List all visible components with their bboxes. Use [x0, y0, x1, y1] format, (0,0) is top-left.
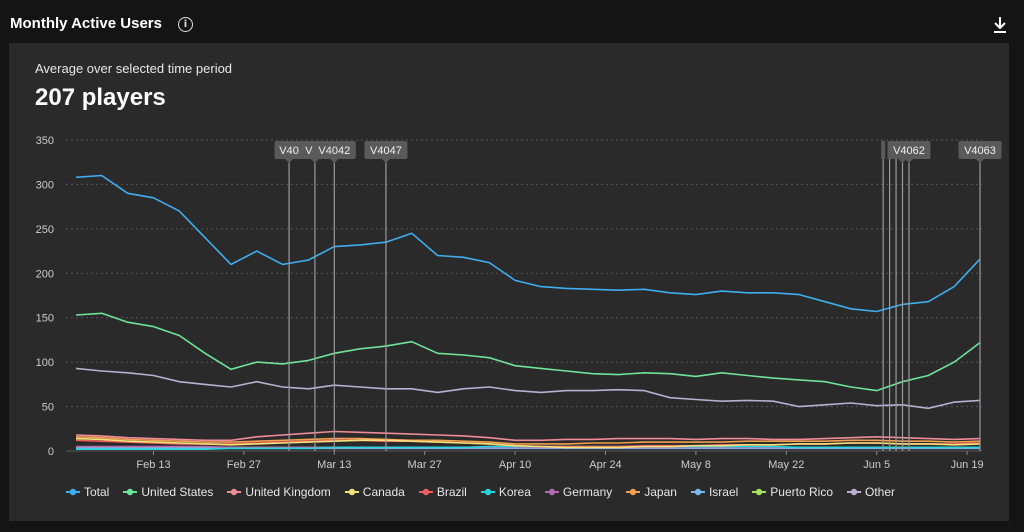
series-line-united-states[interactable] [75, 312, 981, 392]
x-tick-label: Feb 27 [227, 459, 261, 471]
legend-item-brazil[interactable]: Brazil [418, 485, 467, 499]
download-icon[interactable] [992, 16, 1008, 34]
y-tick-label: 150 [36, 313, 54, 325]
legend-label: Canada [362, 485, 405, 499]
legend-swatch [480, 488, 495, 496]
legend-label: Germany [562, 485, 613, 499]
legend-label: Total [84, 485, 110, 499]
legend-swatch [227, 488, 242, 496]
header: Monthly Active Users i [0, 0, 1024, 42]
annotation-tag[interactable] [364, 141, 408, 159]
info-icon[interactable]: i [178, 17, 193, 32]
y-tick-label: 300 [36, 179, 54, 191]
legend-item-puerto-rico[interactable]: Puerto Rico [752, 485, 833, 499]
annotation-label: V40 [279, 145, 299, 157]
y-tick-label: 200 [36, 268, 54, 280]
x-tick-label: Mar 27 [408, 459, 442, 471]
legend-label: Israel [708, 485, 739, 499]
legend-item-total[interactable]: Total [66, 485, 109, 499]
legend-item-korea[interactable]: Korea [480, 485, 531, 499]
legend-swatch [752, 488, 767, 496]
legend-label: United States [141, 485, 214, 499]
annotation-tag[interactable] [887, 141, 931, 159]
legend-label: Japan [644, 485, 677, 499]
legend-label: Korea [498, 485, 531, 499]
legend-item-united-states[interactable]: United States [123, 485, 213, 499]
x-tick-label: May 8 [681, 459, 711, 471]
summary-subtitle: Average over selected time period [35, 61, 233, 76]
x-tick-label: Jun 5 [863, 459, 890, 471]
annotation-tag[interactable] [312, 141, 356, 159]
legend-swatch [847, 488, 861, 496]
y-tick-label: 100 [36, 357, 54, 369]
legend-swatch [690, 488, 705, 496]
annotation-pointer [285, 159, 294, 163]
annotation-tag[interactable] [274, 141, 304, 159]
x-tick-label: Jun 19 [951, 459, 984, 471]
series-line-canada[interactable] [75, 437, 981, 449]
x-tick-label: Apr 24 [589, 459, 621, 471]
annotation-label: V4042 [318, 145, 350, 157]
series-line-japan[interactable] [75, 436, 981, 445]
annotation-tag[interactable] [958, 141, 1002, 159]
y-tick-label: 0 [48, 446, 54, 458]
x-tick-label: May 22 [768, 459, 804, 471]
series-line-united-kingdom[interactable] [75, 430, 981, 442]
annotation-pointer [330, 159, 339, 163]
summary-value: 207 players [35, 84, 166, 111]
annotation-label: V4062 [893, 145, 925, 157]
legend-item-united-kingdom[interactable]: United Kingdom [227, 485, 331, 499]
page-title: Monthly Active Users [10, 15, 162, 32]
annotation-label: V4047 [370, 145, 402, 157]
annotation-tag[interactable] [881, 141, 886, 159]
legend-swatch [123, 488, 138, 496]
legend-item-canada[interactable]: Canada [344, 485, 405, 499]
legend-item-japan[interactable]: Japan [626, 485, 677, 499]
y-tick-label: 350 [36, 135, 54, 147]
legend-label: Puerto Rico [770, 485, 833, 499]
legend-swatch [66, 488, 80, 496]
y-tick-label: 50 [42, 402, 54, 414]
legend-swatch [344, 488, 359, 496]
legend-label: Brazil [436, 485, 467, 499]
chart-legend: Total United States United Kingdom Canada Br… [66, 485, 895, 499]
legend-label: Other [865, 485, 896, 499]
y-tick-label: 250 [36, 224, 54, 236]
annotation-pointer [904, 159, 913, 163]
annotation-label: V4063 [964, 145, 996, 157]
x-tick-label: Apr 10 [499, 459, 531, 471]
x-tick-label: Feb 13 [136, 459, 170, 471]
annotation-pointer [381, 159, 390, 163]
legend-item-other[interactable]: Other [847, 485, 895, 499]
legend-swatch [626, 488, 641, 496]
series-line-other[interactable] [75, 367, 981, 410]
series-line-total[interactable] [75, 174, 981, 313]
x-tick-label: Mar 13 [317, 459, 351, 471]
annotation-pointer [898, 159, 907, 163]
annotation-pointer [976, 159, 984, 163]
legend-swatch [418, 488, 433, 496]
legend-item-germany[interactable]: Germany [544, 485, 613, 499]
legend-swatch [544, 488, 559, 496]
legend-label: United Kingdom [245, 485, 331, 499]
annotation-pointer [310, 159, 319, 163]
legend-item-israel[interactable]: Israel [690, 485, 739, 499]
